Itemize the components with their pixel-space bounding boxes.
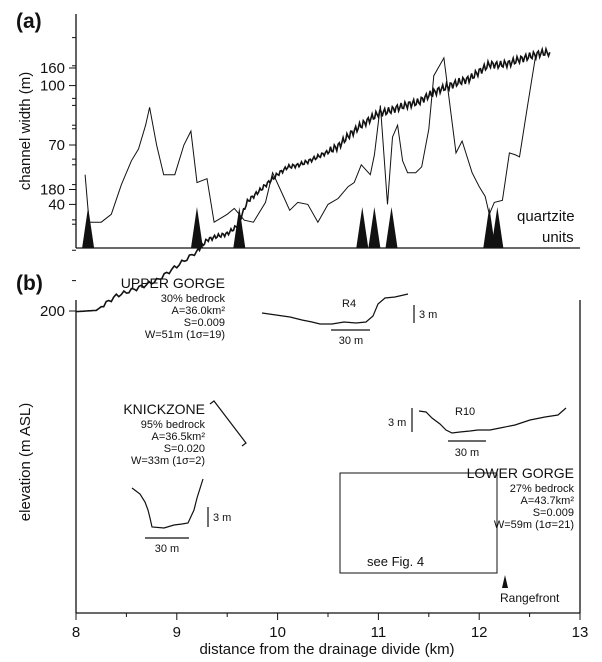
quartzite-unit-marker (233, 207, 246, 248)
knickzone-line-3: S=0.020 (164, 443, 205, 455)
r4-cross-section (261, 293, 409, 325)
panel-b-xtick-label: 12 (471, 624, 488, 641)
panel-a-width-series (84, 55, 537, 224)
upper-gorge-line-3: S=0.009 (184, 317, 225, 329)
r10-cross-section (418, 407, 567, 434)
panel-b-xtick-label: 13 (572, 624, 589, 641)
knickzone-title: KNICKZONE (123, 401, 205, 417)
quartzite-unit-marker (483, 207, 496, 248)
quartzite-unit-marker (491, 207, 504, 248)
panel-a-quartzite-markers (82, 207, 504, 248)
upper-gorge-line-4: W=51m (1σ=19) (145, 329, 225, 341)
panel-a-ytick-label: 40 (48, 196, 65, 213)
quartzite-legend-line1: quartzite (517, 208, 575, 225)
upper-gorge-annotation: UPPER GORGE 30% bedrock A=36.0km² S=0.00… (121, 275, 438, 347)
panel-b-elevation-profile (75, 45, 551, 313)
upper-gorge-line-2: A=36.0km² (172, 305, 226, 317)
panel-b-xtick-label: 10 (269, 624, 286, 641)
r4-vscale-label: 3 m (419, 309, 437, 321)
panel-b-yticks: 160 180 200 (40, 37, 76, 320)
panel-b-ylabel: elevation (m ASL) (17, 403, 34, 521)
lower-gorge-line-2: A=43.7km² (521, 495, 575, 507)
panel-b-letter: (b) (16, 272, 43, 295)
quartzite-unit-marker (385, 207, 398, 248)
quartzite-unit-marker (356, 207, 369, 248)
knickzone-vscale-label: 3 m (213, 512, 231, 524)
lower-gorge-line-3: S=0.009 (533, 507, 574, 519)
panel-a-axes (75, 14, 580, 249)
panel-b-xtick-label: 8 (72, 624, 80, 641)
see-fig-4-box (339, 472, 498, 574)
knickzone-line-2: A=36.5km² (152, 431, 206, 443)
quartzite-legend-line2: units (542, 229, 574, 246)
knickzone-line-1: 95% bedrock (141, 419, 206, 431)
quartzite-unit-marker (82, 207, 95, 248)
lower-gorge-line-4: W=59m (1σ=21) (494, 519, 574, 531)
r10-label: R10 (455, 406, 475, 418)
knickzone-cross-section (131, 478, 204, 529)
panel-b-xlabel: distance from the drainage divide (km) (199, 641, 454, 658)
knickzone-bracket (209, 400, 247, 447)
lower-gorge-annotation: R10 3 m 30 m LOWER GORGE 27% bedrock A=4… (340, 406, 574, 531)
quartzite-unit-marker (368, 207, 381, 248)
panel-a-ylabel: channel width (m) (17, 72, 34, 190)
knickzone-line-4: W=33m (1σ=2) (131, 455, 205, 467)
rangefront-marker (502, 575, 508, 588)
knickzone-hscale-label: 30 m (155, 543, 179, 555)
panel-b-ytick-label: 200 (40, 303, 65, 320)
r10-hscale-label: 30 m (455, 447, 479, 459)
see-fig-4-label: see Fig. 4 (367, 554, 424, 569)
panel-b-xticks: 8 9 10 11 12 13 (72, 613, 589, 641)
panel-b-xtick-label: 9 (173, 624, 181, 641)
r10-vscale-label: 3 m (388, 417, 406, 429)
panel-a-ytick-label: 70 (48, 137, 65, 154)
panel-a-letter: (a) (16, 10, 42, 33)
panel-b-ytick-label: 160 (40, 60, 65, 77)
r4-label: R4 (342, 298, 356, 310)
knickzone-annotation: KNICKZONE 95% bedrock A=36.5km² S=0.020 … (123, 400, 247, 555)
lower-gorge-title: LOWER GORGE (467, 465, 574, 481)
panel-b-xtick-label: 11 (371, 624, 387, 641)
panel-b-ytick-label: 180 (40, 182, 65, 199)
quartzite-unit-marker (190, 207, 203, 248)
upper-gorge-line-1: 30% bedrock (161, 293, 226, 305)
r4-hscale-label: 30 m (339, 335, 363, 347)
upper-gorge-title: UPPER GORGE (121, 275, 225, 291)
panel-a-ytick-label: 100 (40, 78, 65, 95)
panel-a-yticks: 40 70 100 (40, 65, 76, 225)
lower-gorge-line-1: 27% bedrock (510, 483, 575, 495)
rangefront-label: Rangefront (500, 591, 560, 605)
